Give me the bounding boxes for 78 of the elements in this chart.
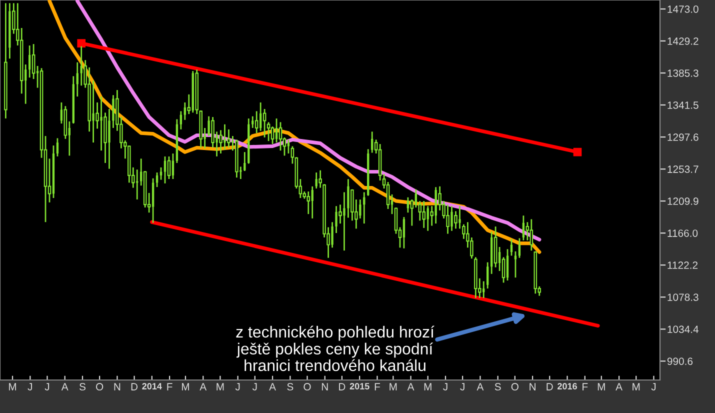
candlestick — [164, 156, 166, 184]
x-tick-label: S — [494, 383, 501, 390]
x-tick-label: 2015 — [350, 383, 370, 390]
candlestick — [180, 111, 182, 130]
candlestick — [28, 46, 31, 78]
x-tick-label: N — [322, 383, 328, 390]
x-tick-label: M — [9, 383, 16, 390]
candlestick — [275, 118, 278, 143]
x-tick-label: J — [651, 383, 656, 390]
x-tick-label: J — [443, 383, 448, 390]
candlestick — [422, 200, 426, 228]
x-tick-label: F — [582, 383, 588, 390]
candlestick — [514, 251, 517, 278]
candlestick — [386, 182, 390, 209]
y-tick-label: 1341.5 — [668, 101, 698, 109]
candlestick — [259, 102, 262, 131]
x-tick-label: A — [476, 383, 484, 390]
candlestick — [446, 204, 450, 234]
x-tick-label: A — [407, 383, 414, 390]
x-tick-label: M — [598, 383, 605, 390]
candlestick — [371, 132, 374, 153]
x-tick-label: A — [61, 383, 68, 390]
candlestick — [167, 156, 171, 180]
x-tick-label: D — [546, 383, 553, 390]
x-tick-label: M — [216, 383, 224, 390]
y-tick-label: 1209.9 — [668, 198, 698, 205]
y-tick-label: 1166.0 — [668, 230, 698, 237]
y-tick-label: 1297.6 — [668, 134, 698, 141]
candlestick — [172, 154, 174, 180]
candlestick — [510, 238, 513, 256]
candlestick — [486, 262, 489, 289]
candlestick — [76, 62, 78, 97]
x-tick-label: N — [114, 383, 120, 390]
annotation: z technického pohledu hrozí ještě pokles ceny ke spodní hranici trendového kanálu — [236, 326, 434, 372]
candlestick — [530, 219, 534, 251]
x-tick-label: F — [374, 383, 380, 390]
x-tick-label: O — [96, 383, 104, 390]
x-tick-label: D — [131, 383, 138, 390]
x-tick-label: N — [530, 383, 536, 390]
candlestick — [522, 216, 525, 240]
x-tick-label: J — [28, 383, 32, 390]
x-tick-label: M — [424, 383, 432, 390]
candlestick — [32, 44, 36, 80]
candlestick — [278, 122, 282, 151]
x-tick-label: 2014 — [142, 383, 162, 390]
candlestick — [184, 102, 186, 120]
x-tick-label: O — [304, 383, 311, 390]
x-tick-label: A — [200, 383, 207, 390]
candlestick — [518, 238, 521, 258]
x-tick-label: F — [167, 383, 172, 390]
candlestick — [244, 152, 246, 171]
y-tick-label: 1034.4 — [668, 326, 698, 333]
candlestick — [270, 126, 274, 144]
x-tick-label: J — [44, 383, 50, 390]
y-tick-label: 1429.2 — [668, 37, 698, 45]
x-tick-label: J — [252, 383, 257, 390]
x-tick-label: M — [632, 383, 640, 390]
x-tick-label: O — [511, 383, 518, 390]
y-tick-label: 1385.3 — [668, 69, 698, 77]
x-tick-label: 2016 — [558, 383, 577, 390]
x-tick-label: M — [182, 383, 189, 390]
x-tick-label: A — [269, 383, 276, 390]
x-tick-label: S — [80, 383, 86, 390]
x-tick-label: S — [287, 383, 294, 390]
x-tick-label: A — [616, 383, 622, 390]
x-tick-label: J — [235, 383, 240, 390]
y-tick-label: 1253.7 — [668, 166, 698, 173]
candlestick — [56, 138, 59, 156]
x-tick-label: J — [460, 383, 464, 390]
x-tick-label: D — [339, 383, 346, 390]
candlestick — [506, 249, 509, 280]
y-tick-label: 1078.3 — [668, 294, 698, 301]
y-tick-label: 1473.0 — [668, 5, 698, 13]
candlestick — [402, 217, 406, 248]
y-tick-label: 1122.2 — [668, 262, 698, 269]
candlestick — [394, 208, 398, 234]
x-tick-label: M — [390, 383, 397, 390]
y-tick-label: 990.6 — [667, 358, 693, 365]
